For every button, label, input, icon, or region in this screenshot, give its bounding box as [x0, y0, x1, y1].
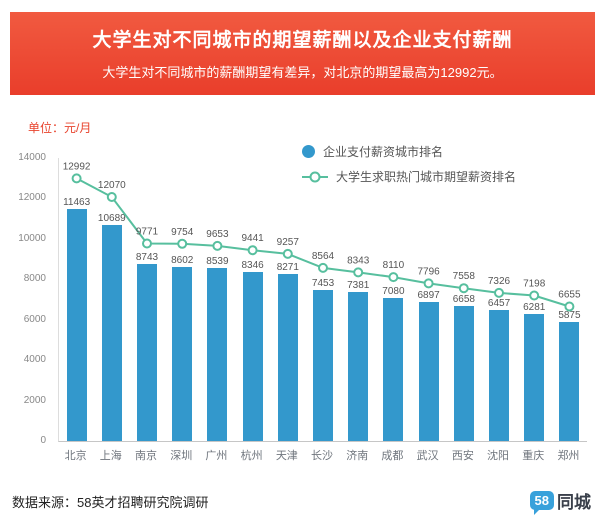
- x-axis-label: 沈阳: [487, 450, 510, 462]
- bar-column: 8271: [270, 262, 305, 441]
- y-axis-tick: 2000: [23, 394, 46, 406]
- x-axis-label: 杭州: [240, 450, 263, 462]
- bar-value-label: 11463: [63, 197, 91, 209]
- bar-value-label: 7453: [311, 278, 335, 290]
- bar-value-label: 8271: [276, 261, 299, 273]
- bar-column: 5875: [552, 310, 587, 441]
- y-axis-tick: 10000: [18, 232, 46, 244]
- bar: [524, 314, 545, 441]
- bar-column: 6658: [446, 294, 481, 441]
- bar-column: 6281: [517, 302, 552, 441]
- legend-item-bar-series: 企业支付薪资城市排名: [302, 143, 516, 160]
- y-axis-tick: 12000: [18, 192, 46, 204]
- x-axis-label: 西安: [451, 450, 474, 462]
- x-axis: 北京 上海 南京 深圳 广州 杭州 天津 长沙 济南 成都 武汉 西安 沈阳 重庆 郑州: [58, 447, 586, 463]
- bar: [172, 267, 193, 441]
- bar-value-label: 8602: [171, 255, 194, 267]
- data-source-note: 数据来源：58英才招聘研究院调研: [12, 495, 209, 510]
- page-title: 大学生对不同城市的期望薪酬以及企业支付薪酬: [92, 30, 513, 51]
- bar: [418, 301, 439, 441]
- bar: [313, 290, 334, 441]
- bar-column: 10689: [94, 213, 129, 441]
- bar-value-label: 8346: [241, 260, 264, 272]
- bar-value-label: 7381: [347, 279, 370, 291]
- y-axis-tick: 8000: [23, 273, 46, 285]
- bar-column: 7381: [341, 280, 376, 441]
- x-axis-label: 广州: [205, 450, 228, 462]
- bar-column: 7453: [305, 278, 340, 441]
- bar-column: 8539: [200, 256, 235, 441]
- unit-label: 单位：元/月: [28, 121, 92, 135]
- bar-column: 8743: [129, 252, 164, 441]
- bar-column: 8346: [235, 260, 270, 441]
- y-axis-tick: 0: [40, 435, 46, 446]
- x-axis-label: 郑州: [557, 450, 580, 462]
- x-axis-label: 深圳: [170, 450, 193, 462]
- y-axis-tick: 6000: [23, 313, 46, 325]
- y-axis: 0 2000 4000 6000 8000 10000 12000 14000: [0, 152, 52, 446]
- bar-value-label: 5875: [558, 310, 581, 322]
- bar-value-label: 8539: [206, 256, 229, 268]
- brand-logo: 58 同城: [529, 488, 591, 515]
- x-axis-label: 武汉: [416, 450, 439, 462]
- x-axis-label: 济南: [346, 450, 369, 462]
- bar-column: 8602: [165, 255, 200, 441]
- bar-column: 7080: [376, 286, 411, 441]
- bar-value-label: 6658: [452, 294, 475, 306]
- bar-column: 6897: [411, 290, 446, 441]
- bar: [137, 264, 157, 441]
- x-axis-label: 天津: [275, 450, 298, 462]
- bar: [453, 306, 474, 441]
- y-axis-tick: 4000: [23, 354, 46, 366]
- bar-series-label: 企业支付薪资城市排名: [323, 145, 444, 159]
- bar: [489, 310, 510, 441]
- bar: [242, 272, 263, 441]
- x-axis-label: 长沙: [311, 450, 334, 462]
- x-axis-label: 重庆: [522, 450, 545, 462]
- logo-58-bubble-icon: 58: [529, 491, 554, 515]
- bar-value-label: 7080: [382, 285, 405, 297]
- bar-value-label: 6457: [487, 298, 511, 310]
- bar-value-label: 8743: [135, 252, 159, 264]
- bar-value-label: 10689: [97, 212, 126, 224]
- chart-plot-area: 11463 10689 8743 8602 8539 8346 8271 7453 7381 70…: [58, 158, 587, 442]
- logo-text: 同城: [557, 493, 591, 512]
- bar: [383, 297, 404, 441]
- bar: [348, 291, 369, 441]
- bar-value-label: 6281: [523, 302, 546, 314]
- bar: [101, 224, 122, 441]
- bar-column: 11463: [59, 197, 94, 441]
- page-subtitle: 大学生对不同城市的薪酬期望有差异，对北京的期望最高为12992元。: [102, 65, 503, 80]
- y-axis-tick: 14000: [18, 152, 46, 163]
- bar-column: 6457: [481, 298, 516, 441]
- bar: [559, 322, 580, 441]
- bar: [207, 268, 228, 441]
- title-banner: 大学生对不同城市的期望薪酬以及企业支付薪酬 大学生对不同城市的薪酬期望有差异，对…: [10, 12, 595, 95]
- bar-series-marker-icon: [302, 145, 315, 158]
- x-axis-label: 北京: [64, 450, 87, 462]
- bar-value-label: 6897: [417, 289, 440, 301]
- bar: [277, 273, 298, 441]
- bar: [66, 209, 87, 441]
- x-axis-label: 南京: [135, 450, 157, 462]
- x-axis-label: 成都: [381, 450, 404, 462]
- x-axis-label: 上海: [99, 450, 122, 462]
- bar-series: 11463 10689 8743 8602 8539 8346 8271 7453 7381 70…: [59, 158, 587, 441]
